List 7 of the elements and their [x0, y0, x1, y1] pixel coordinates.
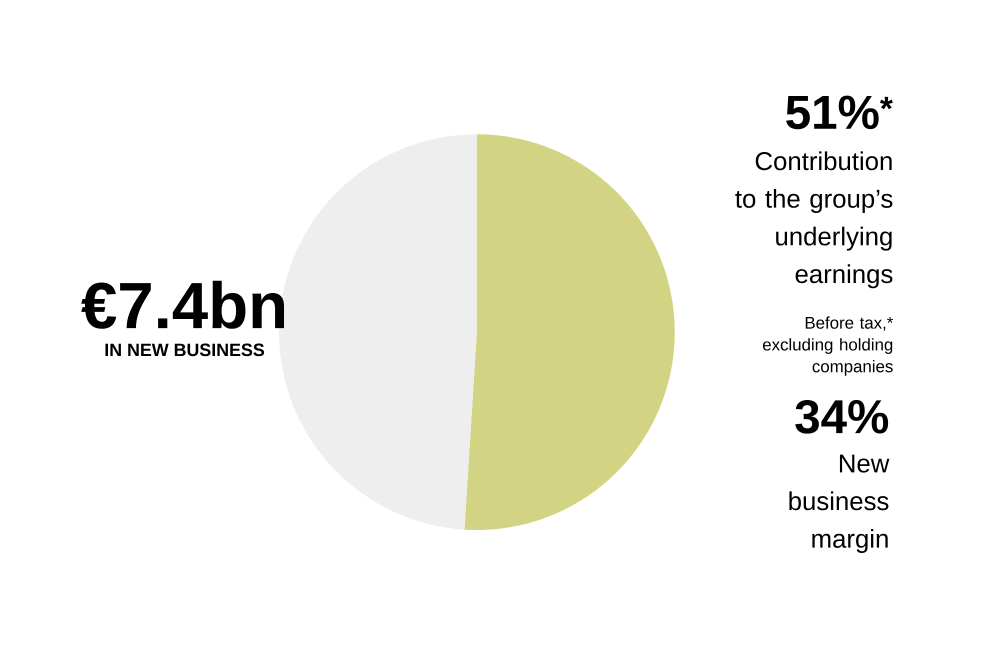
slice-label: Contribution to the group’s underlying earnings [735, 151, 892, 288]
text: IN NEW BUSINESS [105, 343, 264, 356]
text: Before tax,* excluding holding companies [762, 316, 894, 376]
text: 34% [795, 400, 888, 434]
text: €7.4bn [81, 280, 284, 329]
data-label: 51%$^{*}$ [786, 96, 893, 130]
text: New business margin [789, 454, 890, 553]
